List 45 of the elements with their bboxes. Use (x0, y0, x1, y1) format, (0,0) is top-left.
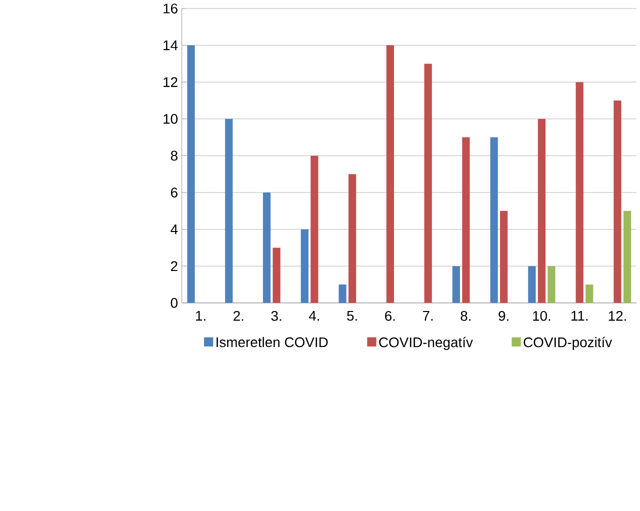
legend-label: COVID-negatív (379, 336, 473, 350)
y-tick-label: 2 (171, 261, 178, 272)
legend-label: COVID-pozitív (524, 336, 612, 350)
bar (272, 248, 280, 303)
y-tick-label: 0 (170, 298, 178, 308)
bar (452, 266, 460, 303)
x-tick-label: 7. (422, 311, 433, 321)
x-tick-label: 1. (196, 311, 206, 321)
bar (386, 45, 394, 303)
x-tick-label: 6. (385, 311, 395, 321)
bar (424, 64, 432, 303)
bar (538, 118, 546, 303)
bar (576, 82, 584, 303)
bar (348, 174, 356, 303)
bar (225, 118, 233, 303)
y-tick-label: 10 (164, 114, 178, 124)
x-tick-label: 4. (308, 311, 319, 321)
bar (490, 137, 498, 303)
y-tick-label: 8 (170, 150, 178, 161)
x-tick-label: 10. (533, 311, 550, 321)
y-tick-label: 4 (170, 224, 178, 234)
x-tick-label: 5. (347, 311, 357, 321)
bar (614, 100, 622, 303)
x-tick-label: 11. (571, 311, 588, 321)
x-tick-label: 12. (608, 311, 626, 321)
x-tick-label: 2. (234, 311, 244, 321)
x-tick-label: 9. (498, 311, 508, 321)
bar (462, 137, 470, 303)
bar (500, 210, 508, 303)
y-tick-label: 16 (164, 4, 178, 14)
bar (623, 210, 632, 303)
bar (310, 156, 318, 303)
y-tick-label: 14 (164, 40, 178, 50)
x-tick-label: 3. (271, 311, 282, 321)
bar (262, 192, 271, 303)
bar (187, 45, 195, 303)
bar (548, 266, 556, 303)
y-tick-label: 6 (171, 188, 178, 198)
bar (586, 284, 594, 303)
y-tick-label: 12 (164, 77, 178, 88)
bar (300, 229, 308, 303)
bar (528, 266, 536, 303)
legend-label: Ismeretlen COVID (216, 337, 328, 348)
bar (338, 284, 346, 303)
x-tick-label: 8. (460, 311, 470, 321)
